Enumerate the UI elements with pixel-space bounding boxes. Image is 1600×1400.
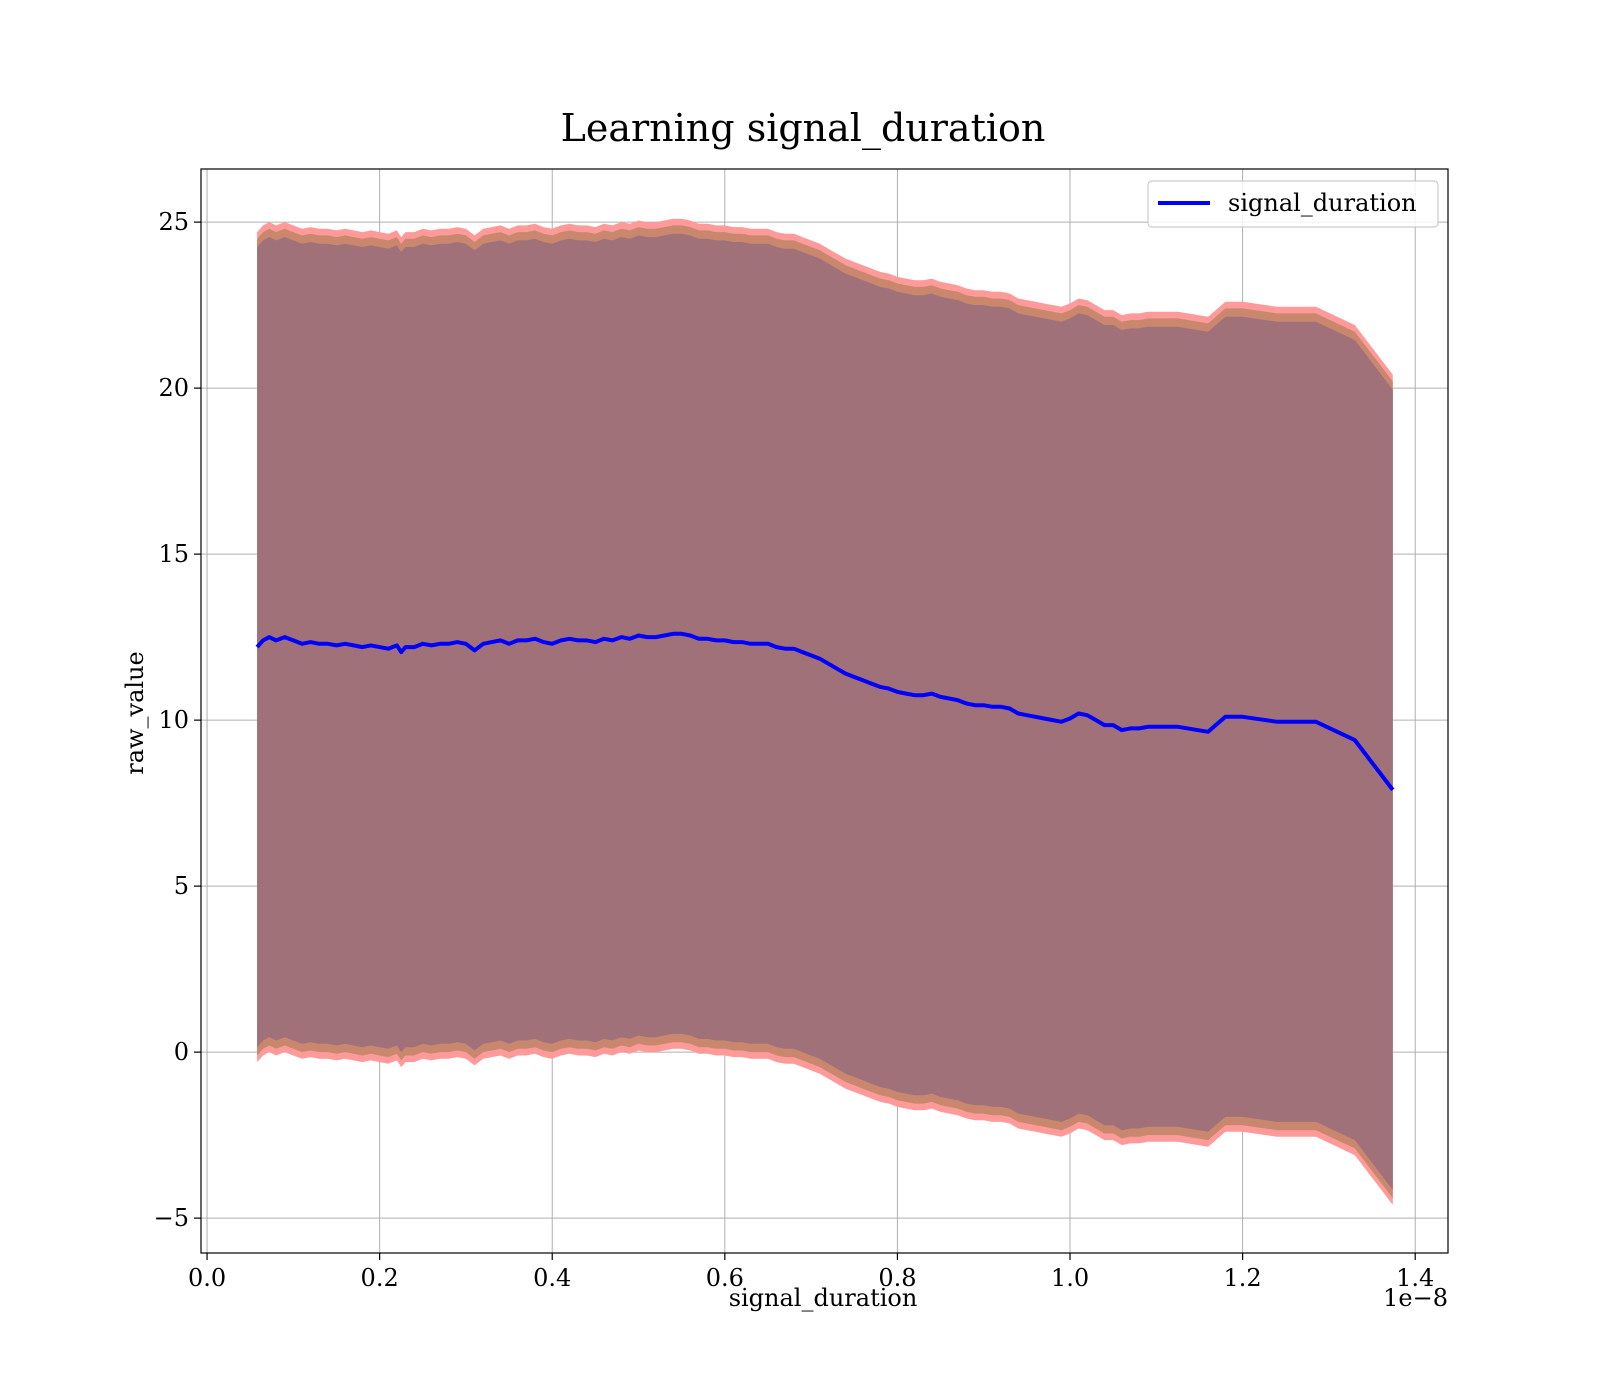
series-lines [255, 631, 1395, 792]
x-axis-ticks: 0.0 0.2 0.4 0.6 0.8 1.0 1.2 1.4 [188, 1253, 1434, 1292]
x-tick-label-7: 1.4 [1396, 1264, 1434, 1292]
x-tick-label-5: 1.0 [1051, 1264, 1089, 1292]
y-axis-label: raw_value [121, 651, 149, 775]
y-axis-ticks: −5 0 5 10 15 20 25 [154, 208, 201, 1232]
y-tick-label-2: 5 [174, 872, 189, 900]
x-axis-label: signal_duration [729, 1284, 918, 1312]
x-tick-label-2: 0.4 [533, 1264, 571, 1292]
y-tick-label-5: 20 [158, 374, 189, 402]
y-tick-label-4: 15 [158, 540, 189, 568]
legend: signal_duration [1147, 180, 1439, 228]
x-tick-label-6: 1.2 [1224, 1264, 1262, 1292]
y-tick-label-1: 0 [174, 1038, 189, 1066]
x-tick-label-3: 0.6 [706, 1264, 744, 1292]
y-tick-label-3: 10 [158, 706, 189, 734]
legend-label-signal-duration: signal_duration [1228, 189, 1417, 217]
y-tick-label-0: −5 [154, 1204, 189, 1232]
confidence-bands [257, 218, 1393, 1205]
series-line-signal-duration [255, 631, 1395, 792]
x-axis-offset-label: 1e−8 [1383, 1284, 1448, 1312]
plot-frame [200, 168, 1449, 1254]
legend-box [1147, 180, 1439, 228]
chart-title: Learning signal_duration [561, 106, 1046, 151]
band-inner [257, 233, 1393, 1190]
x-tick-label-1: 0.2 [361, 1264, 399, 1292]
x-tick-label-4: 0.8 [878, 1264, 916, 1292]
y-tick-label-6: 25 [158, 208, 189, 236]
x-tick-label-0: 0.0 [188, 1264, 226, 1292]
